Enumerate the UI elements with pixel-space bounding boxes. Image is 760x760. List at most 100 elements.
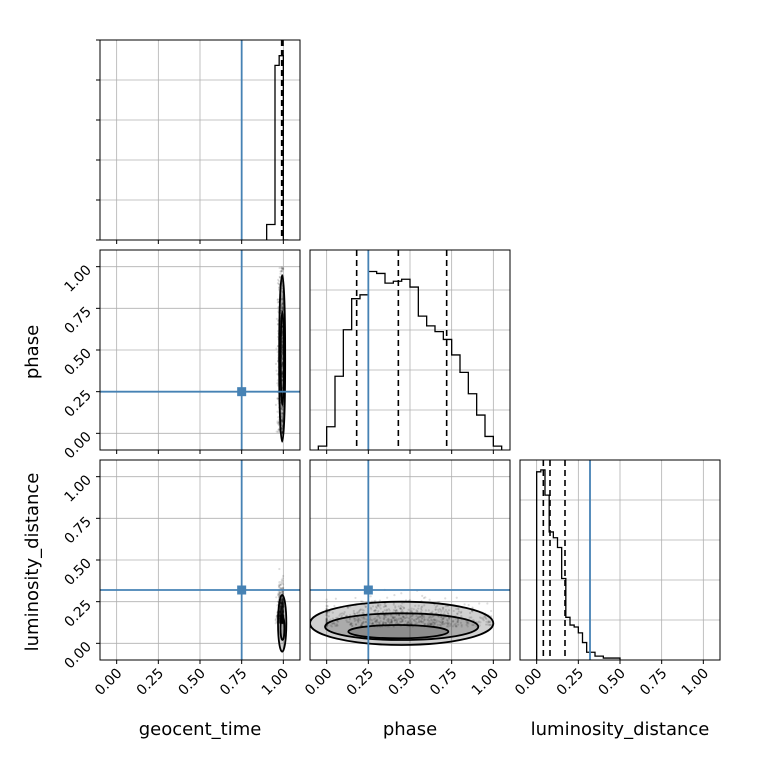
sample-point — [274, 403, 278, 407]
sample-point — [404, 616, 407, 619]
sample-point — [281, 424, 284, 427]
sample-point — [281, 406, 284, 409]
sample-point — [439, 624, 442, 627]
sample-point — [371, 622, 374, 625]
sample-point — [369, 606, 372, 610]
sample-point — [433, 621, 436, 624]
sample-point — [449, 622, 452, 626]
xtick-label-1: 0.25 — [134, 666, 167, 699]
sample-point — [281, 610, 284, 614]
sample-point — [282, 602, 285, 605]
sample-point — [387, 620, 390, 623]
sample-point — [334, 597, 337, 600]
sample-point — [279, 613, 282, 617]
sample-point — [280, 414, 283, 417]
density-2 — [348, 625, 449, 639]
sample-point — [281, 611, 284, 614]
sample-point — [383, 616, 386, 619]
sample-point — [282, 610, 285, 613]
sample-point — [381, 611, 385, 614]
sample-point — [479, 621, 482, 624]
sample-point — [374, 619, 377, 622]
sample-point — [280, 612, 284, 616]
sample-point — [375, 619, 378, 623]
sample-point — [418, 621, 421, 624]
sample-point — [281, 601, 284, 604]
sample-point — [353, 619, 356, 622]
sample-point — [325, 625, 328, 628]
sample-point — [281, 423, 284, 427]
sample-point — [281, 405, 284, 408]
sample-point — [490, 609, 493, 613]
sample-point — [428, 598, 431, 601]
sample-point — [336, 620, 339, 623]
sample-point — [357, 617, 361, 620]
sample-point — [361, 611, 364, 614]
sample-point — [281, 597, 284, 600]
sample-point — [281, 358, 284, 361]
sample-point — [281, 301, 284, 304]
sample-point — [280, 606, 283, 609]
ylabel-luminosity-distance: luminosity_distance — [22, 473, 43, 652]
sample-point — [428, 615, 431, 618]
sample-point — [282, 605, 285, 608]
sample-point — [278, 610, 282, 613]
sample-point — [428, 623, 431, 626]
sample-point — [279, 605, 282, 608]
sample-point — [357, 621, 360, 624]
sample-point — [281, 305, 284, 309]
sample-point — [437, 615, 441, 618]
sample-point — [279, 610, 283, 613]
sample-point — [281, 610, 284, 614]
sample-point — [281, 613, 284, 617]
sample-point — [376, 604, 380, 607]
sample-point — [278, 591, 281, 594]
sample-point — [338, 614, 341, 617]
sample-point — [280, 601, 283, 604]
sample-point — [460, 610, 463, 614]
sample-point — [414, 620, 417, 623]
sample-point — [325, 613, 328, 617]
sample-point — [455, 625, 458, 628]
sample-point — [402, 607, 406, 610]
panel-frame — [99, 39, 301, 241]
sample-point — [478, 602, 481, 605]
sample-point — [471, 610, 474, 613]
sample-point — [441, 606, 445, 609]
sample-point — [441, 620, 445, 624]
sample-point — [390, 619, 393, 623]
sample-point — [441, 617, 444, 620]
sample-point — [281, 611, 284, 615]
sample-point — [281, 602, 284, 605]
sample-point — [278, 615, 282, 618]
sample-point — [281, 267, 285, 271]
sample-point — [280, 613, 284, 616]
sample-point — [410, 607, 413, 610]
sample-point — [276, 298, 280, 301]
sample-point — [435, 619, 438, 622]
sample-point — [345, 614, 348, 617]
sample-point — [393, 617, 396, 620]
sample-point — [440, 621, 443, 624]
sample-point — [396, 621, 399, 624]
sample-point — [280, 612, 283, 615]
sample-point — [275, 596, 278, 599]
sample-point — [374, 609, 377, 612]
sample-point — [280, 607, 283, 610]
sample-point — [407, 621, 410, 625]
sample-point — [282, 612, 285, 615]
sample-point — [441, 608, 445, 611]
sample-point — [279, 601, 282, 605]
sample-point — [356, 612, 359, 615]
sample-point — [376, 615, 379, 618]
sample-point — [460, 615, 463, 618]
sample-point — [325, 617, 328, 621]
sample-point — [406, 621, 409, 624]
sample-point — [278, 266, 281, 270]
sample-point — [282, 605, 285, 608]
sample-point — [279, 609, 282, 612]
sample-point — [279, 602, 282, 605]
sample-point — [281, 621, 284, 624]
sample-point — [407, 608, 410, 611]
sample-point — [279, 604, 283, 607]
